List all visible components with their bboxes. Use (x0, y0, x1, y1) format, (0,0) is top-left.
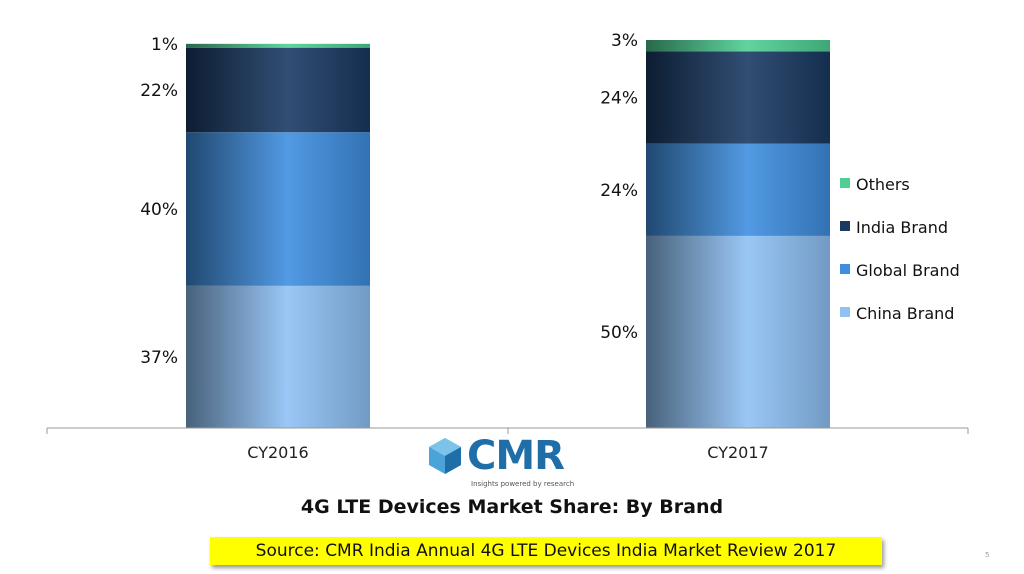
legend-item: India Brand (840, 218, 948, 237)
legend-swatch (840, 264, 850, 274)
legend-item: Global Brand (840, 261, 960, 280)
logo-tagline: Insights powered by research (471, 480, 575, 488)
data-label: 1% (151, 35, 178, 55)
logo-text: CMR (467, 433, 565, 479)
bar-segment-others (646, 40, 830, 52)
legend-item: Others (840, 175, 910, 194)
cmr-logo: CMR Insights powered by research (425, 436, 585, 492)
bar-segment-global-brand (646, 143, 830, 236)
stacked-bar-chart: CY2016 CY2017 37% 40% 22% 1% 50% 24% 24% 3% Oth… (46, 31, 969, 462)
bar-segment-global-brand (186, 132, 370, 286)
bar-segment-china-brand (646, 235, 830, 428)
legend-swatch (840, 307, 850, 317)
bar-segment-india-brand (186, 47, 370, 133)
page-number: 5 (985, 551, 990, 559)
legend-label: India Brand (856, 218, 948, 237)
legend-label: Global Brand (856, 261, 960, 280)
chart-title: 4G LTE Devices Market Share: By Brand (300, 496, 724, 518)
bar-segment-china-brand (186, 285, 370, 428)
source-note: Source: CMR India Annual 4G LTE Devices … (210, 537, 882, 565)
cube-logo-icon (429, 438, 461, 474)
data-label: 22% (140, 81, 178, 101)
data-label: 50% (600, 323, 638, 343)
legend-item: China Brand (840, 304, 954, 323)
data-label: 37% (140, 348, 178, 368)
bar-segment-india-brand (646, 51, 830, 144)
legend-swatch (840, 221, 850, 231)
data-label: 40% (140, 200, 178, 220)
category-label: CY2017 (707, 443, 768, 462)
legend-label: China Brand (856, 304, 954, 323)
category-label: CY2016 (247, 443, 308, 462)
data-label: 24% (600, 89, 638, 109)
legend-label: Others (856, 175, 910, 194)
bar-segment-others (186, 43, 370, 48)
legend-swatch (840, 178, 850, 188)
data-label: 3% (611, 31, 638, 51)
data-label: 24% (600, 181, 638, 201)
